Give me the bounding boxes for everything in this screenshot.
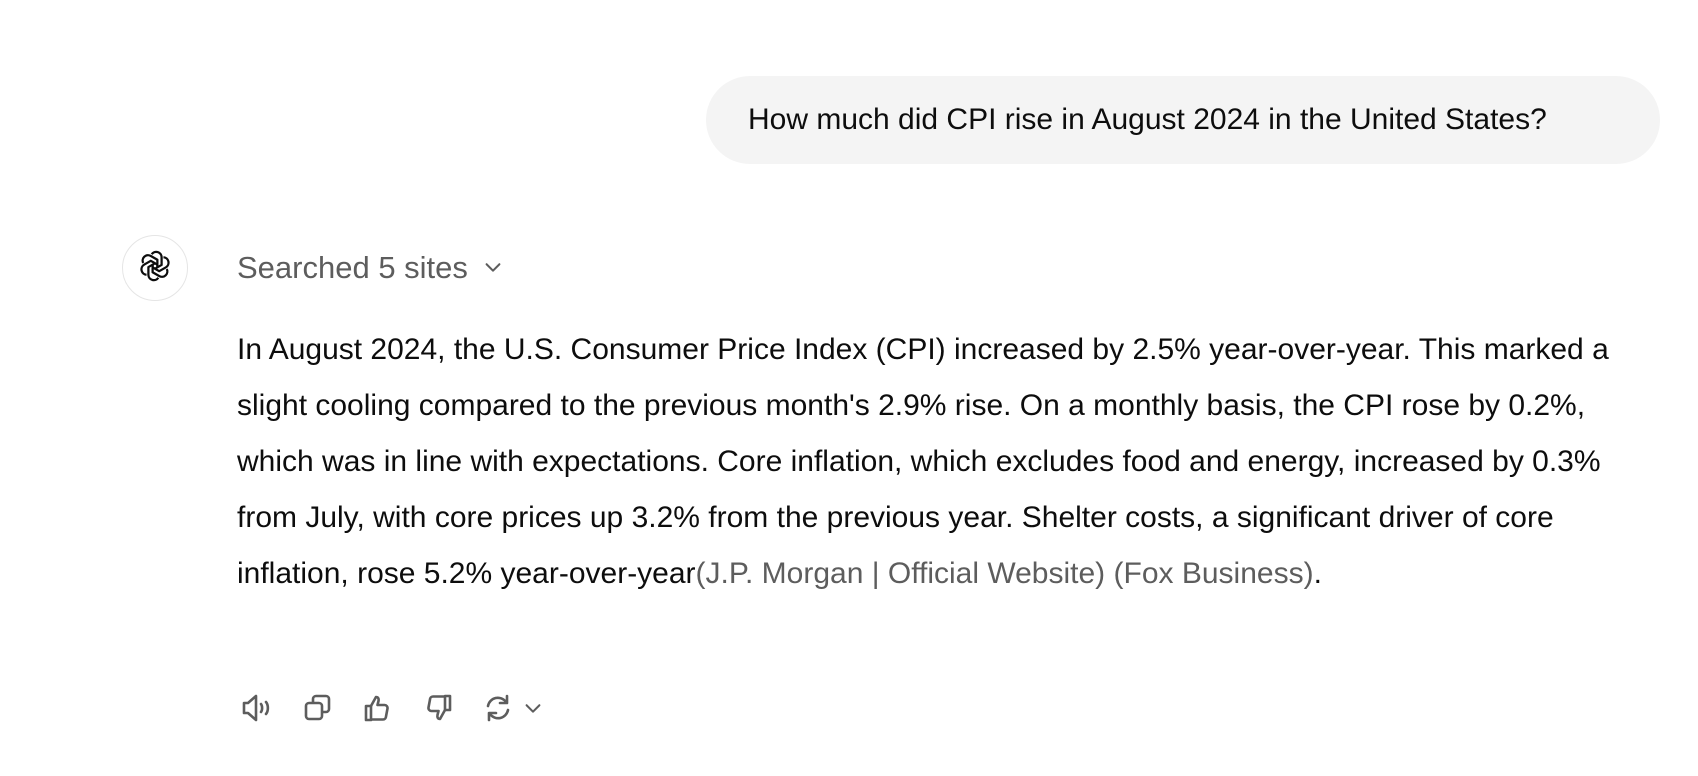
assistant-avatar bbox=[122, 235, 188, 301]
assistant-answer: In August 2024, the U.S. Consumer Price … bbox=[237, 322, 1667, 602]
searched-sites-toggle[interactable]: Searched 5 sites bbox=[237, 250, 504, 286]
user-message-text: How much did CPI rise in August 2024 in … bbox=[748, 103, 1547, 136]
searched-sites-label: Searched 5 sites bbox=[237, 250, 468, 285]
answer-text: In August 2024, the U.S. Consumer Price … bbox=[237, 333, 1609, 590]
speaker-icon bbox=[241, 693, 275, 728]
user-message-bubble: How much did CPI rise in August 2024 in … bbox=[706, 76, 1660, 164]
answer-trailing: . bbox=[1313, 557, 1322, 590]
regenerate-button[interactable] bbox=[478, 690, 544, 730]
copy-button[interactable] bbox=[298, 690, 338, 730]
chevron-down-icon bbox=[468, 250, 504, 286]
thumbs-down-button[interactable] bbox=[418, 690, 458, 730]
refresh-icon bbox=[482, 692, 514, 729]
thumbs-up-icon bbox=[362, 692, 394, 729]
citation-jpmorgan[interactable]: (J.P. Morgan | Official Website) bbox=[695, 557, 1106, 590]
openai-logo-icon bbox=[137, 248, 173, 289]
read-aloud-button[interactable] bbox=[238, 690, 278, 730]
thumbs-down-icon bbox=[422, 692, 454, 729]
message-actions bbox=[238, 690, 544, 730]
copy-icon bbox=[302, 692, 334, 729]
chevron-down-icon bbox=[522, 697, 544, 724]
citation-fox-business[interactable]: (Fox Business) bbox=[1113, 557, 1314, 590]
thumbs-up-button[interactable] bbox=[358, 690, 398, 730]
